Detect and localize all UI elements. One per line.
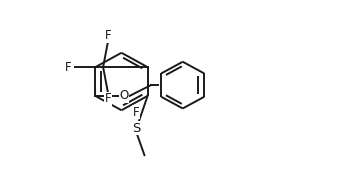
Text: F: F xyxy=(65,61,71,74)
Text: O: O xyxy=(119,89,128,102)
Text: F: F xyxy=(105,92,111,105)
Text: F: F xyxy=(133,106,139,119)
Text: S: S xyxy=(132,122,141,135)
Text: F: F xyxy=(105,29,111,42)
